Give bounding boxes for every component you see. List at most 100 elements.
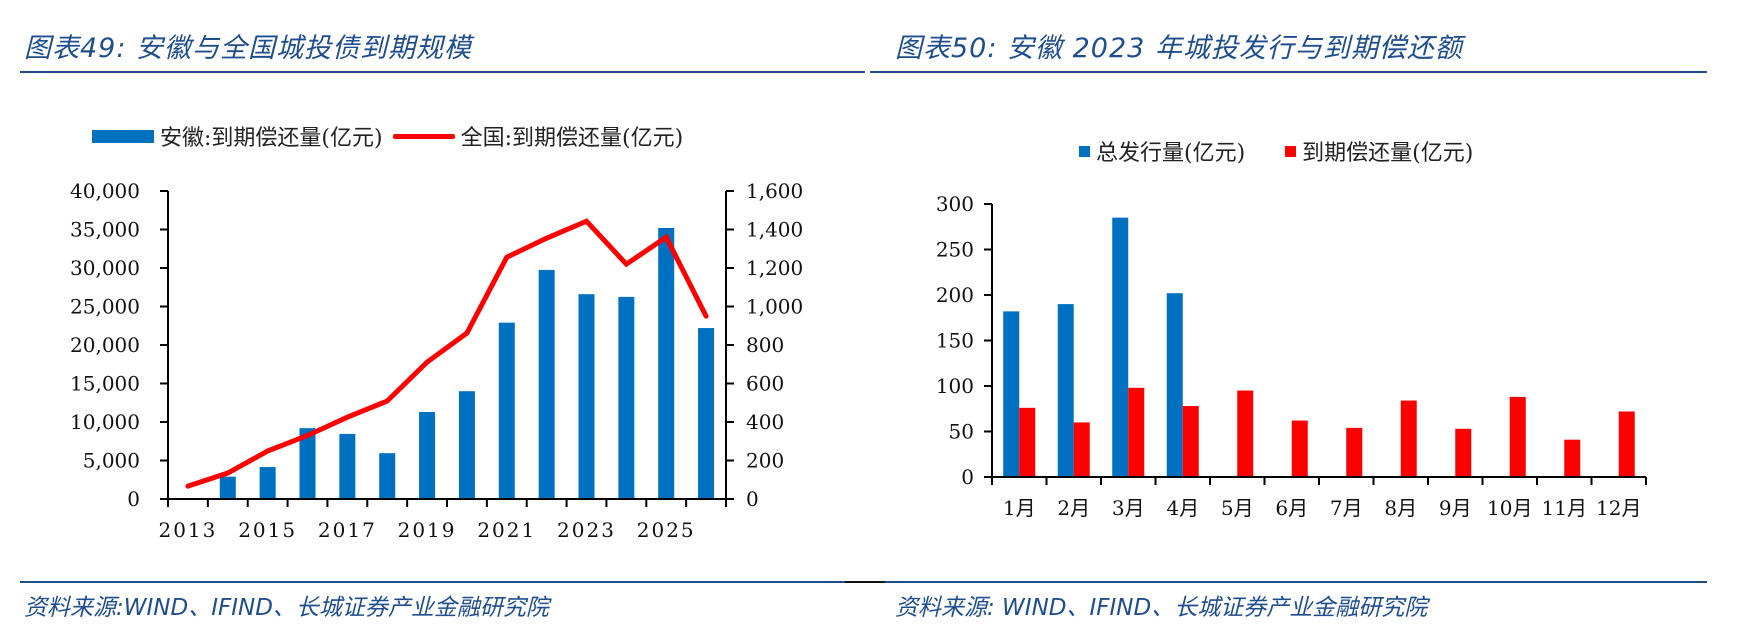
chart49-source: 资料来源:WIND、IFIND、长城证券产业金融研究院 xyxy=(24,595,549,621)
chart50-title: 图表50: 安徽 2023 年城投发行与到期偿还额 xyxy=(895,33,1463,64)
issuance-bar-1 xyxy=(1003,311,1020,477)
x-tick-label: 2013 xyxy=(158,518,217,542)
right-y-tick-label: 1,200 xyxy=(746,256,803,280)
legend-item-anhui: 安徽:到期偿还量(亿元) xyxy=(92,120,383,152)
x-tick-label: 2025 xyxy=(637,518,696,542)
maturity-bar-2 xyxy=(1073,422,1090,477)
chart50-plot: 0 50 100 150 200 250 300 1月 2月 3月 4月 5月 6月 7月 8月 9月 10月 1… xyxy=(936,192,1647,520)
chart49-title: 图表49: 安徽与全国城投债到期规模 xyxy=(24,33,473,64)
bar-2026 xyxy=(698,328,715,499)
maturity-bar-7 xyxy=(1346,427,1363,477)
national-line xyxy=(185,218,709,489)
left-y-tick-label: 10,000 xyxy=(70,410,140,434)
x-tick-label: 2015 xyxy=(238,518,297,542)
left-y-tick-label: 15,000 xyxy=(70,372,140,396)
maturity-bar-4 xyxy=(1182,406,1199,477)
x-tick-label: 1月 xyxy=(1003,496,1036,520)
right-y-tick-label: 1,400 xyxy=(746,218,803,242)
left-y-tick-label: 5,000 xyxy=(83,449,140,473)
right-y-tick-label: 800 xyxy=(746,333,784,357)
legend-label: 全国:到期偿还量(亿元) xyxy=(460,126,684,151)
right-y-tick-label: 400 xyxy=(746,410,784,434)
legend-item-issuance: 总发行量(亿元) xyxy=(1079,135,1245,167)
issuance-bar-2 xyxy=(1057,304,1074,477)
x-tick-label: 2017 xyxy=(318,518,377,542)
right-y-tick-label: 200 xyxy=(746,449,784,473)
left-y-tick-label: 0 xyxy=(127,487,140,511)
left-y-tick-label: 30,000 xyxy=(70,256,140,280)
bar-2022 xyxy=(538,269,555,499)
x-tick-label: 12月 xyxy=(1596,496,1641,520)
legend-label: 安徽:到期偿还量(亿元) xyxy=(160,126,383,151)
left-y-tick-label: 25,000 xyxy=(70,295,140,319)
x-tick-label: 2月 xyxy=(1057,496,1090,520)
x-tick-label: 5月 xyxy=(1221,496,1254,520)
right-y-tick-label: 1,600 xyxy=(746,179,803,203)
bar-2023 xyxy=(578,294,595,499)
bar-2019 xyxy=(419,411,436,499)
chart50-legend: 总发行量(亿元) 到期偿还量(亿元) xyxy=(1079,135,1473,167)
source-divider-mid xyxy=(845,581,885,583)
x-tick-label: 2023 xyxy=(557,518,616,542)
bar-2014 xyxy=(219,476,236,499)
y-tick-label: 0 xyxy=(961,465,974,489)
chart49-plot: 0 5,000 10,000 15,000 20,000 25,000 30,000 35,0… xyxy=(70,179,803,542)
x-tick-label: 7月 xyxy=(1330,496,1363,520)
y-tick-label: 300 xyxy=(936,192,974,216)
bar-2024 xyxy=(618,296,635,499)
x-tick-label: 3月 xyxy=(1112,496,1145,520)
source-divider-left xyxy=(20,581,845,583)
x-tick-label: 6月 xyxy=(1275,496,1308,520)
maturity-bar-3 xyxy=(1128,387,1145,477)
bar-2015 xyxy=(259,467,276,499)
x-tick-label: 9月 xyxy=(1439,496,1472,520)
maturity-bar-10 xyxy=(1509,396,1526,477)
legend-item-maturity: 到期偿还量(亿元) xyxy=(1285,135,1473,167)
legend-square-swatch xyxy=(1079,145,1090,157)
x-tick-label: 2019 xyxy=(398,518,457,542)
y-tick-label: 100 xyxy=(936,374,974,398)
legend-square-swatch xyxy=(1285,145,1297,157)
title-divider-left xyxy=(20,71,865,73)
title-divider-right xyxy=(870,71,1707,73)
legend-item-national: 全国:到期偿还量(亿元) xyxy=(383,120,684,152)
maturity-bar-9 xyxy=(1455,428,1472,477)
left-y-tick-label: 35,000 xyxy=(70,218,140,242)
chart49-legend: 安徽:到期偿还量(亿元) 全国:到期偿还量(亿元) xyxy=(92,120,683,152)
bar-2016 xyxy=(299,428,316,499)
x-tick-label: 10月 xyxy=(1487,496,1532,520)
maturity-bar-1 xyxy=(1019,407,1036,477)
right-y-tick-label: 0 xyxy=(746,487,759,511)
legend-line-swatch xyxy=(392,133,455,139)
right-y-tick-label: 1,000 xyxy=(746,295,803,319)
chart50-source: 资料来源: WIND、IFIND、长城证券产业金融研究院 xyxy=(895,595,1428,621)
y-tick-label: 250 xyxy=(936,238,974,262)
bar-2025 xyxy=(658,227,675,499)
bar-2017 xyxy=(339,433,356,499)
maturity-bar-6 xyxy=(1291,420,1308,477)
legend-label: 总发行量(亿元) xyxy=(1096,141,1246,166)
source-divider-right xyxy=(885,581,1707,583)
bar-2021 xyxy=(498,322,515,499)
x-tick-label: 8月 xyxy=(1384,496,1417,520)
left-y-tick-label: 40,000 xyxy=(70,179,140,203)
x-tick-label: 4月 xyxy=(1166,496,1199,520)
maturity-bar-12 xyxy=(1618,411,1635,477)
bar-2020 xyxy=(458,391,475,499)
right-y-tick-label: 600 xyxy=(746,372,784,396)
y-tick-label: 150 xyxy=(936,329,974,353)
bar-2018 xyxy=(379,453,396,499)
maturity-bar-8 xyxy=(1400,400,1417,477)
x-tick-label: 2021 xyxy=(477,518,536,542)
issuance-bar-3 xyxy=(1112,217,1129,477)
left-y-tick-label: 20,000 xyxy=(70,333,140,357)
issuance-bar-4 xyxy=(1166,293,1183,477)
y-tick-label: 50 xyxy=(949,420,974,444)
maturity-bar-11 xyxy=(1564,439,1581,477)
y-tick-label: 200 xyxy=(936,283,974,307)
maturity-bar-5 xyxy=(1237,390,1254,477)
legend-bar-swatch xyxy=(92,129,154,143)
x-tick-label: 11月 xyxy=(1542,496,1587,520)
legend-label: 到期偿还量(亿元) xyxy=(1302,141,1474,166)
